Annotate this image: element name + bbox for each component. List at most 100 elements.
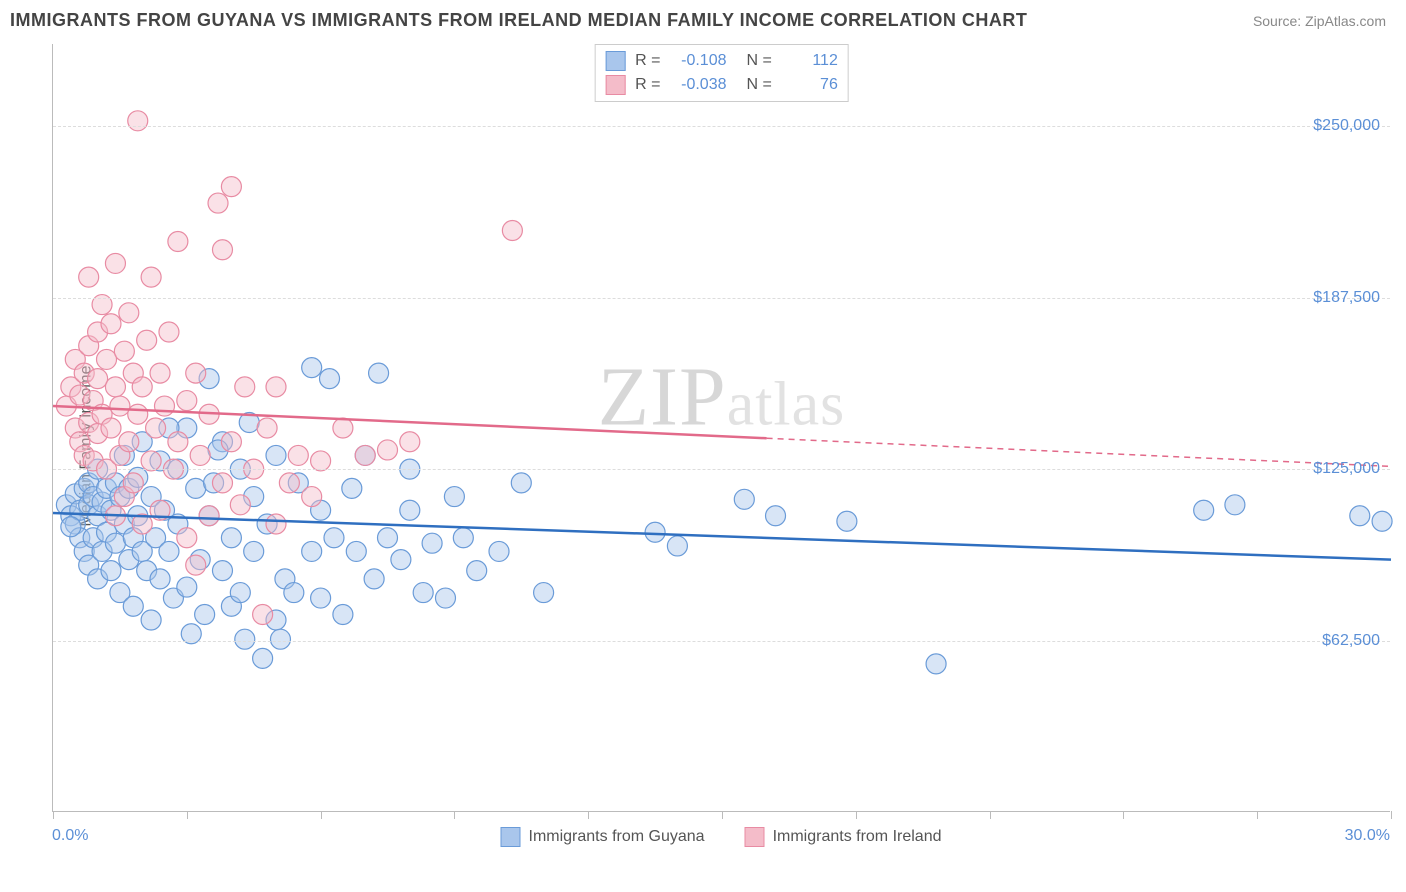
data-point bbox=[221, 528, 241, 548]
data-point bbox=[195, 605, 215, 625]
data-point bbox=[333, 605, 353, 625]
data-point bbox=[212, 240, 232, 260]
n-label: N = bbox=[747, 52, 772, 70]
x-tick bbox=[454, 811, 455, 819]
r-label: R = bbox=[635, 52, 660, 70]
r-label: R = bbox=[635, 76, 660, 94]
x-tick bbox=[53, 811, 54, 819]
x-tick bbox=[321, 811, 322, 819]
legend-label: Immigrants from Ireland bbox=[773, 828, 942, 846]
data-point bbox=[266, 514, 286, 534]
x-axis-area: 0.0% Immigrants from GuyanaImmigrants fr… bbox=[52, 823, 1390, 853]
n-value: 76 bbox=[782, 76, 838, 94]
data-point bbox=[1194, 500, 1214, 520]
legend-swatch bbox=[605, 75, 625, 95]
gridline bbox=[53, 298, 1390, 299]
gridline bbox=[53, 469, 1390, 470]
data-point bbox=[1372, 511, 1392, 531]
data-point bbox=[333, 418, 353, 438]
data-point bbox=[766, 506, 786, 526]
data-point bbox=[467, 561, 487, 581]
data-point bbox=[79, 267, 99, 287]
data-point bbox=[355, 445, 375, 465]
x-tick bbox=[856, 811, 857, 819]
data-point bbox=[150, 569, 170, 589]
data-point bbox=[128, 111, 148, 131]
data-point bbox=[119, 432, 139, 452]
data-point bbox=[123, 473, 143, 493]
data-point bbox=[221, 177, 241, 197]
data-point bbox=[110, 396, 130, 416]
data-point bbox=[926, 654, 946, 674]
data-point bbox=[235, 629, 255, 649]
data-point bbox=[212, 561, 232, 581]
data-point bbox=[400, 500, 420, 520]
data-point bbox=[105, 533, 125, 553]
data-point bbox=[244, 541, 264, 561]
data-point bbox=[105, 377, 125, 397]
legend-swatch bbox=[605, 51, 625, 71]
x-min-label: 0.0% bbox=[52, 827, 88, 845]
data-point bbox=[270, 629, 290, 649]
x-tick bbox=[187, 811, 188, 819]
data-point bbox=[141, 451, 161, 471]
data-point bbox=[101, 314, 121, 334]
data-point bbox=[257, 418, 277, 438]
data-point bbox=[177, 577, 197, 597]
data-point bbox=[645, 522, 665, 542]
data-point bbox=[105, 253, 125, 273]
r-value: -0.038 bbox=[671, 76, 727, 94]
y-tick-label: $62,500 bbox=[1322, 632, 1380, 650]
data-point bbox=[435, 588, 455, 608]
data-point bbox=[141, 610, 161, 630]
y-tick-label: $125,000 bbox=[1313, 460, 1380, 478]
data-point bbox=[253, 605, 273, 625]
data-point bbox=[346, 541, 366, 561]
data-point bbox=[667, 536, 687, 556]
data-point bbox=[320, 369, 340, 389]
data-point bbox=[186, 363, 206, 383]
stats-legend-row: R =-0.108N =112 bbox=[605, 49, 838, 73]
data-point bbox=[119, 303, 139, 323]
data-point bbox=[168, 231, 188, 251]
data-point bbox=[734, 489, 754, 509]
data-point bbox=[221, 432, 241, 452]
x-tick bbox=[1123, 811, 1124, 819]
stats-legend: R =-0.108N =112R =-0.038N =76 bbox=[594, 44, 849, 102]
data-point bbox=[128, 404, 148, 424]
data-point bbox=[511, 473, 531, 493]
data-point bbox=[489, 541, 509, 561]
data-point bbox=[311, 588, 331, 608]
scatter-plot bbox=[53, 44, 1390, 811]
data-point bbox=[177, 528, 197, 548]
data-point bbox=[378, 528, 398, 548]
data-point bbox=[146, 418, 166, 438]
data-point bbox=[168, 432, 188, 452]
data-point bbox=[284, 583, 304, 603]
legend-swatch bbox=[745, 827, 765, 847]
data-point bbox=[422, 533, 442, 553]
data-point bbox=[97, 349, 117, 369]
data-point bbox=[302, 487, 322, 507]
data-point bbox=[266, 377, 286, 397]
data-point bbox=[534, 583, 554, 603]
series-legend: Immigrants from GuyanaImmigrants from Ir… bbox=[501, 827, 942, 847]
data-point bbox=[137, 330, 157, 350]
data-point bbox=[311, 451, 331, 471]
data-point bbox=[302, 358, 322, 378]
data-point bbox=[302, 541, 322, 561]
data-point bbox=[502, 221, 522, 241]
page-title: IMMIGRANTS FROM GUYANA VS IMMIGRANTS FRO… bbox=[10, 10, 1027, 31]
data-point bbox=[288, 445, 308, 465]
y-tick-label: $250,000 bbox=[1313, 117, 1380, 135]
data-point bbox=[101, 561, 121, 581]
data-point bbox=[114, 341, 134, 361]
n-value: 112 bbox=[782, 52, 838, 70]
data-point bbox=[253, 648, 273, 668]
x-tick bbox=[588, 811, 589, 819]
data-point bbox=[324, 528, 344, 548]
data-point bbox=[279, 473, 299, 493]
data-point bbox=[177, 391, 197, 411]
data-point bbox=[230, 495, 250, 515]
data-point bbox=[150, 363, 170, 383]
